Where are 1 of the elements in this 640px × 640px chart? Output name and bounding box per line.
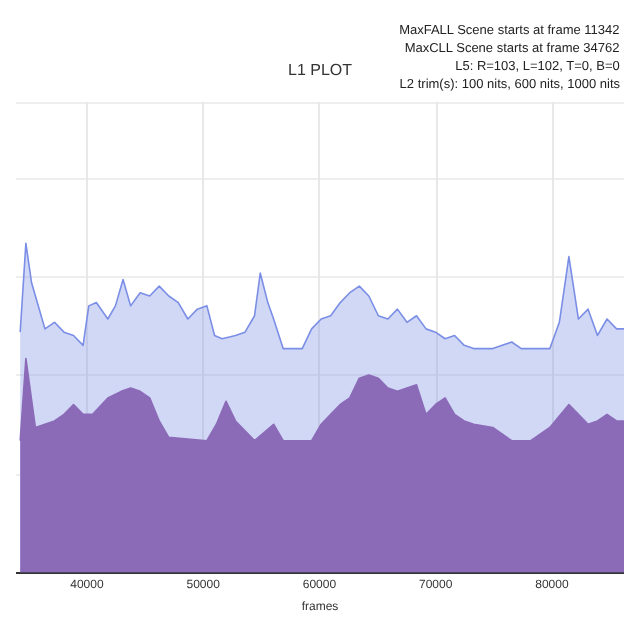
chart-title: L1 PLOT [287,61,353,79]
